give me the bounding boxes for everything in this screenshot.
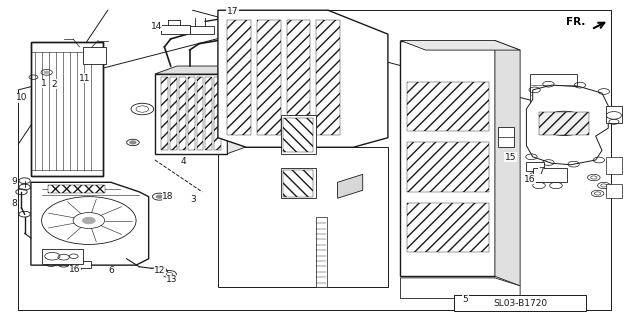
Text: 5: 5 xyxy=(463,295,468,304)
Bar xyxy=(42,249,83,264)
Polygon shape xyxy=(495,41,520,286)
Bar xyxy=(529,74,577,119)
Polygon shape xyxy=(31,182,149,265)
Text: 16: 16 xyxy=(524,175,535,184)
Bar xyxy=(286,20,310,134)
Bar xyxy=(73,261,91,268)
Text: 6: 6 xyxy=(108,266,114,276)
Text: 15: 15 xyxy=(505,153,516,162)
Circle shape xyxy=(587,174,600,181)
Bar xyxy=(533,168,567,182)
Bar xyxy=(170,77,177,150)
Text: 10: 10 xyxy=(16,93,28,102)
Bar xyxy=(48,186,105,194)
Text: 2: 2 xyxy=(51,80,57,89)
Text: 3: 3 xyxy=(190,195,196,204)
Polygon shape xyxy=(526,85,608,165)
Bar xyxy=(257,20,281,134)
Circle shape xyxy=(44,71,49,74)
Text: FR.: FR. xyxy=(565,17,585,27)
Bar xyxy=(281,168,316,198)
Text: 7: 7 xyxy=(538,167,544,176)
Polygon shape xyxy=(401,41,520,50)
Bar xyxy=(205,77,212,150)
Polygon shape xyxy=(155,66,249,74)
Polygon shape xyxy=(218,10,388,147)
Bar xyxy=(187,77,194,150)
Bar xyxy=(283,118,313,152)
Bar xyxy=(162,25,189,34)
Text: 16: 16 xyxy=(69,265,81,275)
Text: 8: 8 xyxy=(11,199,18,208)
Bar xyxy=(283,170,313,197)
Bar xyxy=(162,77,168,150)
Text: 9: 9 xyxy=(11,177,18,186)
Circle shape xyxy=(598,182,610,189)
Text: 4: 4 xyxy=(180,157,186,166)
Bar xyxy=(498,126,514,147)
Circle shape xyxy=(156,195,163,198)
Circle shape xyxy=(83,217,95,224)
Polygon shape xyxy=(401,41,495,276)
Bar xyxy=(407,142,488,192)
Circle shape xyxy=(606,112,622,119)
Text: 18: 18 xyxy=(162,192,174,201)
Polygon shape xyxy=(401,278,520,299)
Bar xyxy=(179,77,186,150)
Bar xyxy=(407,203,488,252)
Circle shape xyxy=(591,190,604,197)
Bar xyxy=(316,217,327,287)
Bar xyxy=(227,20,251,134)
Text: 14: 14 xyxy=(151,22,162,31)
Bar xyxy=(196,77,203,150)
Circle shape xyxy=(130,141,136,144)
Text: 1: 1 xyxy=(40,79,47,88)
Text: 12: 12 xyxy=(155,266,166,275)
Bar xyxy=(214,77,221,150)
Text: 13: 13 xyxy=(166,275,178,284)
Bar xyxy=(454,295,586,311)
Text: SL03-B1720: SL03-B1720 xyxy=(493,299,547,308)
Bar xyxy=(31,42,103,176)
Text: 11: 11 xyxy=(79,74,90,83)
Polygon shape xyxy=(338,174,363,198)
Bar xyxy=(606,106,622,123)
Bar xyxy=(83,47,107,64)
Bar xyxy=(155,74,227,154)
Bar xyxy=(189,26,213,34)
Polygon shape xyxy=(227,66,249,154)
Bar xyxy=(526,162,544,171)
Bar xyxy=(606,157,622,174)
Bar xyxy=(407,82,488,131)
Bar xyxy=(316,20,340,134)
Text: 17: 17 xyxy=(227,7,238,16)
Bar xyxy=(281,116,316,154)
Bar xyxy=(606,184,622,198)
Polygon shape xyxy=(218,147,388,287)
Bar xyxy=(31,42,103,176)
Bar xyxy=(539,112,589,134)
Circle shape xyxy=(49,262,54,265)
